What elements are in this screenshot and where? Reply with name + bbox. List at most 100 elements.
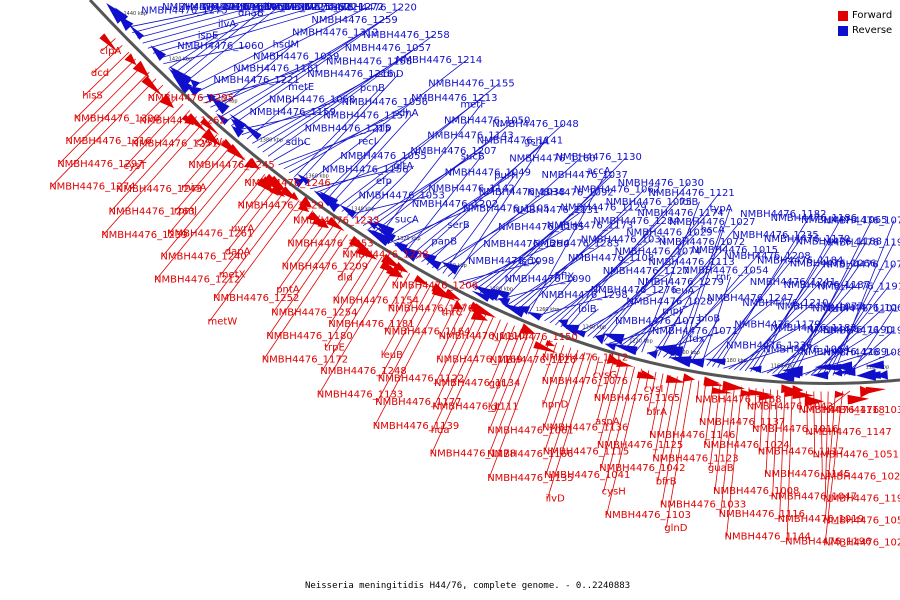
label-leader — [197, 128, 211, 143]
gene-label: NMBH4476_1251 — [131, 138, 217, 149]
label-leader — [491, 322, 508, 361]
gene-label: NMBH4476_1136 — [542, 423, 628, 434]
gene-label: ggt — [489, 379, 506, 390]
label-leader — [755, 217, 842, 373]
gene-label: NMBH4476_1275 — [141, 5, 227, 16]
gene-label: NMBH4476_1298 — [541, 290, 627, 301]
gene-label: NMBH4476_1033 — [660, 500, 746, 511]
tick-label: 1220 kbp — [629, 339, 653, 345]
forward-feature — [740, 389, 760, 396]
gene-label: NMBH4476_1181 — [328, 319, 414, 330]
gene-label: NMBH4476_1079 — [823, 216, 900, 227]
gene-label: NMBH4476_1191 — [818, 281, 900, 292]
label-leader — [278, 128, 376, 166]
label-leader — [352, 180, 392, 219]
label-leader — [117, 110, 191, 190]
gene-label: NMBH4476_1117 — [758, 447, 844, 458]
label-leader — [437, 303, 466, 360]
gene-label: NMBH4476_1233 — [293, 215, 379, 226]
gene-label: NMBH4476_1179 — [734, 319, 820, 330]
forward-feature — [226, 144, 246, 161]
gene-label: NMBH4476_1183 — [770, 323, 856, 334]
label-leader — [571, 308, 599, 332]
gene-label: NMBH4476_1130 — [556, 152, 642, 163]
legend-reverse-label: Reverse — [852, 25, 893, 36]
label-leader — [490, 325, 515, 384]
gene-label: rnpI — [662, 306, 682, 317]
gene-label: NMBH4476_1170 — [764, 234, 850, 245]
label-leader — [668, 249, 763, 359]
label-leader — [173, 23, 239, 74]
gene-label: NMBH4476_1047 — [771, 492, 857, 503]
label-leader — [843, 330, 895, 376]
gene-label: NMBH4476_1110 — [439, 331, 525, 342]
reverse-feature — [216, 113, 229, 125]
label-leader — [701, 276, 732, 365]
gene-label: rpmJ — [174, 205, 197, 216]
label-leader — [739, 281, 821, 371]
gene-label: NMBH4476_1174 — [637, 208, 723, 219]
label-leader — [50, 78, 157, 187]
gene-label: lgt — [488, 402, 501, 413]
label-leader — [431, 316, 494, 454]
gene-label: NMBH4476_1163 — [183, 2, 269, 13]
forward-feature — [269, 183, 285, 197]
legend-forward-label: Forward — [852, 10, 893, 21]
gene-label: NMBH4476_1162 — [264, 2, 350, 13]
label-leader — [806, 391, 808, 433]
gene-label: NMBH4476_1041 — [544, 470, 630, 481]
label-leader — [343, 238, 355, 255]
gene-label: NMBH4476_1085 — [823, 347, 900, 358]
gene-label: NMBH4476_1196 — [785, 537, 871, 548]
label-leader — [273, 141, 307, 161]
gene-label: miaA — [181, 183, 207, 194]
label-leader — [765, 389, 771, 475]
label-leader — [220, 189, 286, 275]
label-leader — [168, 34, 219, 69]
gene-label: NMBH4476_1225 — [244, 2, 330, 13]
label-leader — [543, 342, 558, 382]
gene-label: leuA — [672, 286, 694, 297]
gene-label: NMBH4476_1240 — [160, 252, 246, 263]
gene-label: NMBH4476_1074 — [615, 247, 701, 258]
gene-label: NMBH4476_1164 — [384, 327, 470, 338]
label-leader — [759, 388, 764, 452]
gene-label: NMBH4476_1053 — [359, 191, 445, 202]
gene-label: NMBH4476_1297 — [57, 159, 143, 170]
gene-label: iscX — [519, 256, 539, 267]
gene-label: cysG — [593, 370, 617, 381]
label-leader — [726, 386, 743, 537]
legend-forward-swatch — [838, 10, 848, 21]
label-leader — [133, 97, 177, 144]
tick-label: 1400 kbp — [214, 99, 238, 105]
label-leader — [447, 158, 581, 277]
label-leader — [798, 390, 801, 411]
gene-label: gltA — [393, 161, 413, 172]
reverse-feature — [611, 344, 638, 356]
gene-label: NMBH4476_1284 — [593, 216, 679, 227]
gene-label: NMBH4476_1207 — [410, 146, 496, 157]
gene-label: NMBH4476_1056 — [342, 97, 428, 108]
label-leader — [772, 389, 779, 497]
reverse-feature — [318, 190, 339, 207]
gene-label: trpE — [324, 342, 345, 353]
gene-label: NMBH4476_1133 — [317, 389, 403, 400]
gene-label: NMBH4476_1015 — [692, 245, 778, 256]
gene-label: hisS — [82, 91, 103, 102]
genome-backbone — [88, 0, 900, 385]
gene-label: dld — [337, 273, 352, 284]
gene-label: NMBH4476_1156 — [322, 165, 408, 176]
label-leader — [155, 162, 252, 280]
gene-label: NMBH4476_1135 — [487, 473, 573, 484]
gene-label: rnr — [716, 272, 731, 283]
reverse-feature — [471, 290, 491, 302]
gene-label: NMBH4476_1258 — [363, 30, 449, 41]
label-leader — [431, 208, 535, 269]
gene-label: NMBH4476_1248 — [320, 366, 406, 377]
label-leader — [236, 111, 321, 131]
label-leader — [126, 9, 213, 28]
forward-feature — [665, 374, 686, 383]
label-leader — [245, 168, 259, 184]
forward-feature — [792, 390, 815, 399]
